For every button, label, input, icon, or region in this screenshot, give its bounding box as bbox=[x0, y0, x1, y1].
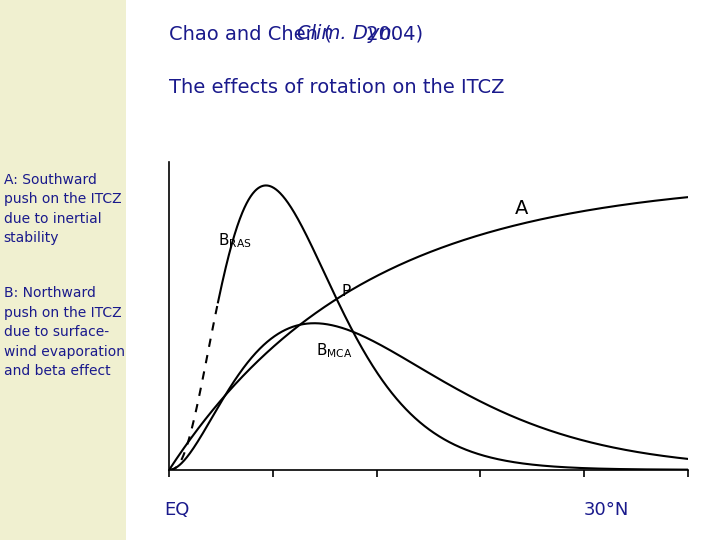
Text: 30°N: 30°N bbox=[584, 501, 629, 518]
Text: A: A bbox=[515, 199, 528, 218]
Text: EQ: EQ bbox=[164, 501, 189, 518]
Text: B: Northward
push on the ITCZ
due to surface-
wind evaporation
and beta effect: B: Northward push on the ITCZ due to sur… bbox=[4, 286, 125, 378]
Text: P: P bbox=[341, 284, 351, 299]
Text: A: Southward
push on the ITCZ
due to inertial
stability: A: Southward push on the ITCZ due to ine… bbox=[4, 173, 121, 245]
Text: Clim. Dyn.: Clim. Dyn. bbox=[297, 24, 398, 43]
Text: 2004): 2004) bbox=[360, 24, 423, 43]
Text: Chao and Chen (: Chao and Chen ( bbox=[169, 24, 332, 43]
Text: B$_{\mathsf{RAS}}$: B$_{\mathsf{RAS}}$ bbox=[217, 231, 251, 250]
Text: The effects of rotation on the ITCZ: The effects of rotation on the ITCZ bbox=[169, 78, 505, 97]
Text: B$_{\mathsf{MCA}}$: B$_{\mathsf{MCA}}$ bbox=[316, 341, 353, 360]
